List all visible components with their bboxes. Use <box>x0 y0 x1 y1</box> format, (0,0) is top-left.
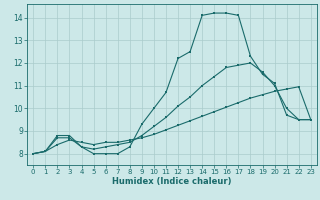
X-axis label: Humidex (Indice chaleur): Humidex (Indice chaleur) <box>112 177 232 186</box>
